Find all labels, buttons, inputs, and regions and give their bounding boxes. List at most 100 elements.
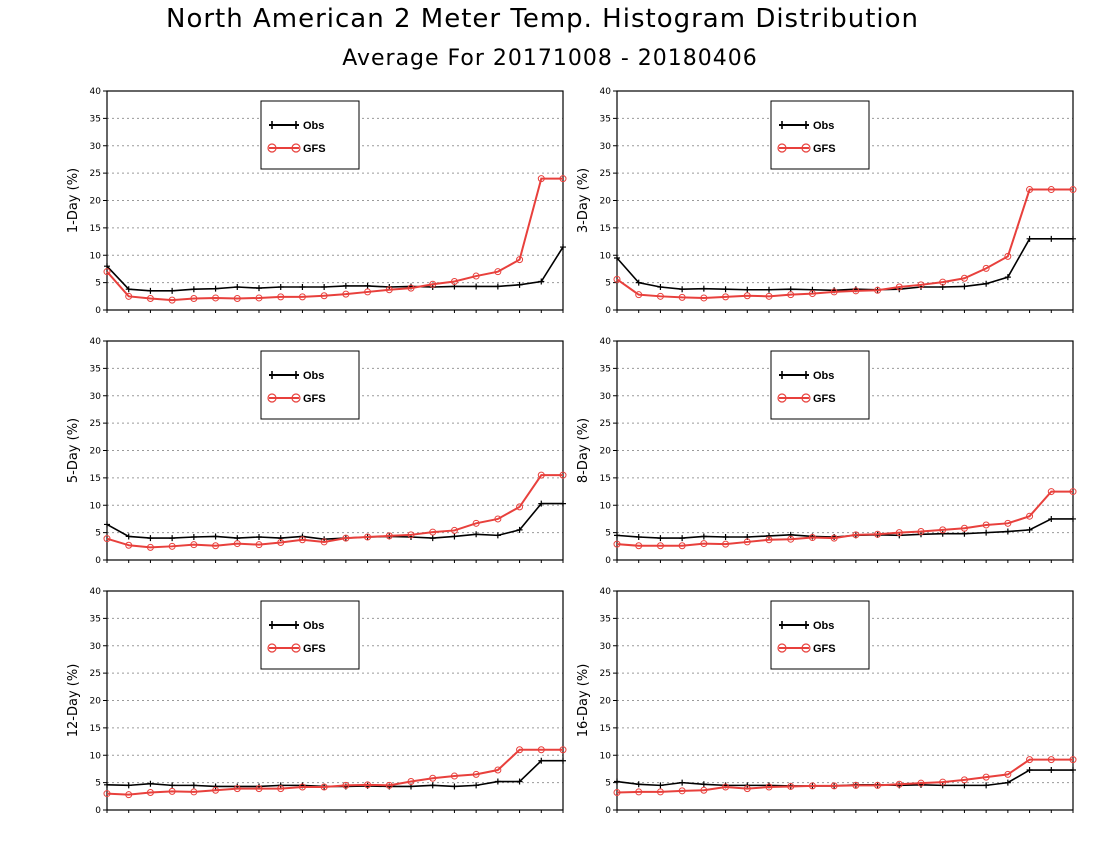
data-point-obs <box>494 283 501 290</box>
data-point-gfs <box>808 534 816 542</box>
series-line-gfs <box>106 474 563 549</box>
y-tick-label: 20 <box>600 447 612 457</box>
data-point-gfs <box>364 288 372 296</box>
y-tick-label: 40 <box>600 587 612 597</box>
data-point-obs <box>1004 528 1011 535</box>
data-point-gfs <box>1004 519 1012 527</box>
data-point-gfs <box>1026 186 1034 194</box>
data-point-gfs <box>852 287 860 295</box>
data-point-obs <box>169 535 176 542</box>
data-point-gfs <box>613 275 621 283</box>
data-point-gfs <box>1069 186 1077 194</box>
data-point-gfs <box>168 296 176 304</box>
y-tick-label: 5 <box>605 779 611 789</box>
y-tick-label: 5 <box>605 279 611 289</box>
legend-marker-gfs <box>801 143 811 153</box>
data-point-gfs <box>787 782 795 790</box>
data-point-obs <box>1004 779 1011 786</box>
chart-subtitle: Average For 20171008 - 20180406 <box>342 46 758 71</box>
data-point-gfs <box>1004 252 1012 260</box>
data-point-obs <box>700 781 707 788</box>
data-point-obs <box>1026 235 1033 242</box>
data-point-gfs <box>1047 186 1055 194</box>
data-point-gfs <box>190 541 198 549</box>
y-tick-label: 40 <box>90 587 102 597</box>
data-point-gfs <box>700 540 708 548</box>
data-point-gfs <box>1026 756 1034 764</box>
legend-marker-gfs <box>777 393 787 403</box>
data-point-gfs <box>342 290 350 298</box>
legend-marker-obs <box>271 621 297 629</box>
data-point-obs <box>364 282 371 289</box>
data-point-gfs <box>917 281 925 289</box>
data-point-obs <box>169 782 176 789</box>
data-point-obs <box>299 284 306 291</box>
data-point-obs <box>722 286 729 293</box>
data-point-gfs <box>494 766 502 774</box>
data-point-gfs <box>1026 512 1034 520</box>
data-point-gfs <box>982 773 990 781</box>
data-point-gfs <box>516 503 524 511</box>
data-point-gfs <box>559 746 567 754</box>
data-point-gfs <box>743 785 751 793</box>
data-point-obs <box>256 534 262 541</box>
series-line-gfs <box>616 188 1073 299</box>
data-point-gfs <box>494 268 502 276</box>
y-tick-label: 40 <box>90 87 102 97</box>
y-tick-label: 15 <box>600 724 611 734</box>
data-point-gfs <box>233 785 241 793</box>
data-point-gfs <box>722 540 730 548</box>
y-tick-label: 25 <box>600 419 611 429</box>
data-point-gfs <box>678 542 686 550</box>
data-point-gfs <box>320 538 328 546</box>
data-point-gfs <box>364 781 372 789</box>
y-tick-label: 20 <box>600 697 612 707</box>
data-point-gfs <box>298 783 306 791</box>
data-point-gfs <box>407 778 415 786</box>
data-point-gfs <box>212 294 220 302</box>
data-point-gfs <box>320 292 328 300</box>
data-point-gfs <box>1047 756 1055 764</box>
y-tick-label: 35 <box>600 364 611 374</box>
data-point-gfs <box>874 286 882 294</box>
data-point-obs <box>1070 235 1076 242</box>
data-point-obs <box>809 286 816 293</box>
series-line-obs <box>616 518 1073 539</box>
y-tick-label: 5 <box>95 279 101 289</box>
legend-marker-gfs <box>801 393 811 403</box>
y-tick-label: 20 <box>90 447 102 457</box>
y-tick-label: 0 <box>605 306 611 316</box>
legend-marker-obs <box>781 121 807 129</box>
data-point-obs <box>1004 274 1011 281</box>
y-tick-label: 30 <box>600 142 612 152</box>
data-point-gfs <box>429 280 437 288</box>
data-point-gfs <box>125 541 133 549</box>
data-point-obs <box>104 521 110 528</box>
data-point-gfs <box>146 543 154 551</box>
data-point-gfs <box>233 540 241 548</box>
data-point-gfs <box>190 788 198 796</box>
y-tick-label: 35 <box>600 614 611 624</box>
data-point-obs <box>657 782 664 789</box>
legend-marker-obs <box>271 371 297 379</box>
data-point-obs <box>277 535 284 542</box>
data-point-gfs <box>320 783 328 791</box>
data-point-gfs <box>537 175 545 183</box>
series-line-obs <box>106 246 564 292</box>
data-point-gfs <box>830 288 838 296</box>
data-point-gfs <box>298 293 306 301</box>
data-point-obs <box>614 532 620 539</box>
data-point-obs <box>787 531 794 538</box>
legend-label-gfs: GFS <box>813 643 836 655</box>
data-point-gfs <box>830 782 838 790</box>
data-point-obs <box>614 778 620 785</box>
data-point-obs <box>473 531 480 538</box>
chart-panel: 0 5 10 15 20 25 30 35 40 16-Day (%) Obs GFS <box>576 587 1077 816</box>
data-point-gfs <box>364 533 372 541</box>
data-point-gfs <box>255 294 263 302</box>
data-point-gfs <box>895 283 903 291</box>
y-tick-label: 30 <box>90 392 102 402</box>
data-point-obs <box>234 284 241 291</box>
data-point-obs <box>516 526 523 533</box>
